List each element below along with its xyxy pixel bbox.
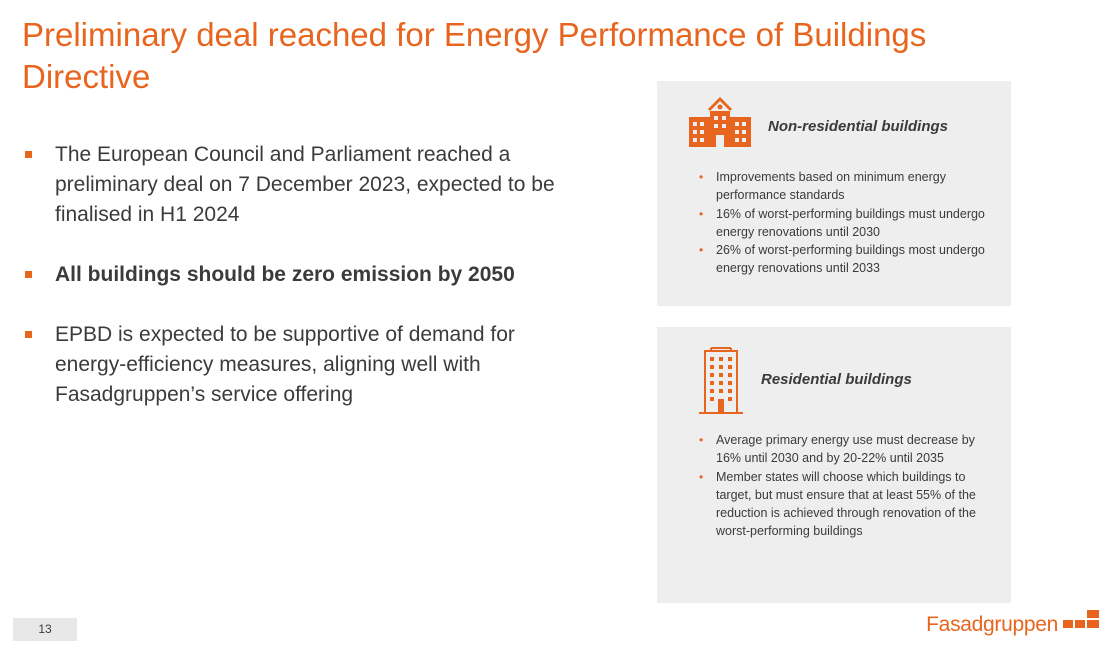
square-bullet-icon [25, 271, 32, 278]
office-building-icon [689, 97, 751, 147]
list-item: • Member states will choose which buildin… [699, 469, 976, 539]
non-residential-panel: Non-residential buildings • Improvements … [657, 81, 1011, 306]
dot-bullet-icon: • [699, 170, 704, 184]
list-item: • Improvements based on minimum energy pe… [699, 170, 946, 203]
bullet-text: EPBD is expected to be supportive of dem… [55, 323, 515, 406]
apartment-tower-icon [699, 347, 743, 414]
bullet-text: The European Council and Parliament reac… [55, 143, 555, 226]
logo-text: Fasadgruppen [926, 613, 1058, 636]
dot-bullet-icon: • [699, 433, 704, 447]
main-bullet-list: The European Council and Parliament reac… [22, 140, 582, 410]
square-bullet-icon [25, 331, 32, 338]
panel-heading: Residential buildings [761, 371, 912, 388]
company-logo: Fasadgruppen [926, 610, 1099, 638]
bullet-item: The European Council and Parliament reac… [22, 140, 582, 230]
list-item: • 16% of worst-performing buildings must … [699, 206, 985, 239]
bullet-text: All buildings should be zero emission by… [55, 263, 515, 286]
list-item: • 26% of worst-performing buildings most … [699, 243, 985, 276]
list-item: • Average primary energy use must decreas… [699, 433, 975, 466]
panel-heading: Non-residential buildings [768, 118, 949, 135]
dot-bullet-icon: • [699, 243, 704, 258]
bullet-item: EPBD is expected to be supportive of dem… [22, 320, 582, 410]
square-bullet-icon [25, 151, 32, 158]
dot-bullet-icon: • [699, 469, 704, 484]
page-number: 13 [13, 618, 77, 641]
residential-panel: Residential buildings • Average primary e… [657, 327, 1011, 603]
bullet-item: All buildings should be zero emission by… [22, 260, 582, 290]
logo-blocks-icon [1063, 610, 1099, 628]
panel-bullet-list: • Average primary energy use must decreas… [699, 431, 999, 541]
panel-bullet-list: • Improvements based on minimum energy pe… [699, 168, 999, 278]
dot-bullet-icon: • [699, 206, 704, 221]
page-title: Preliminary deal reached for Energy Perf… [22, 16, 927, 95]
